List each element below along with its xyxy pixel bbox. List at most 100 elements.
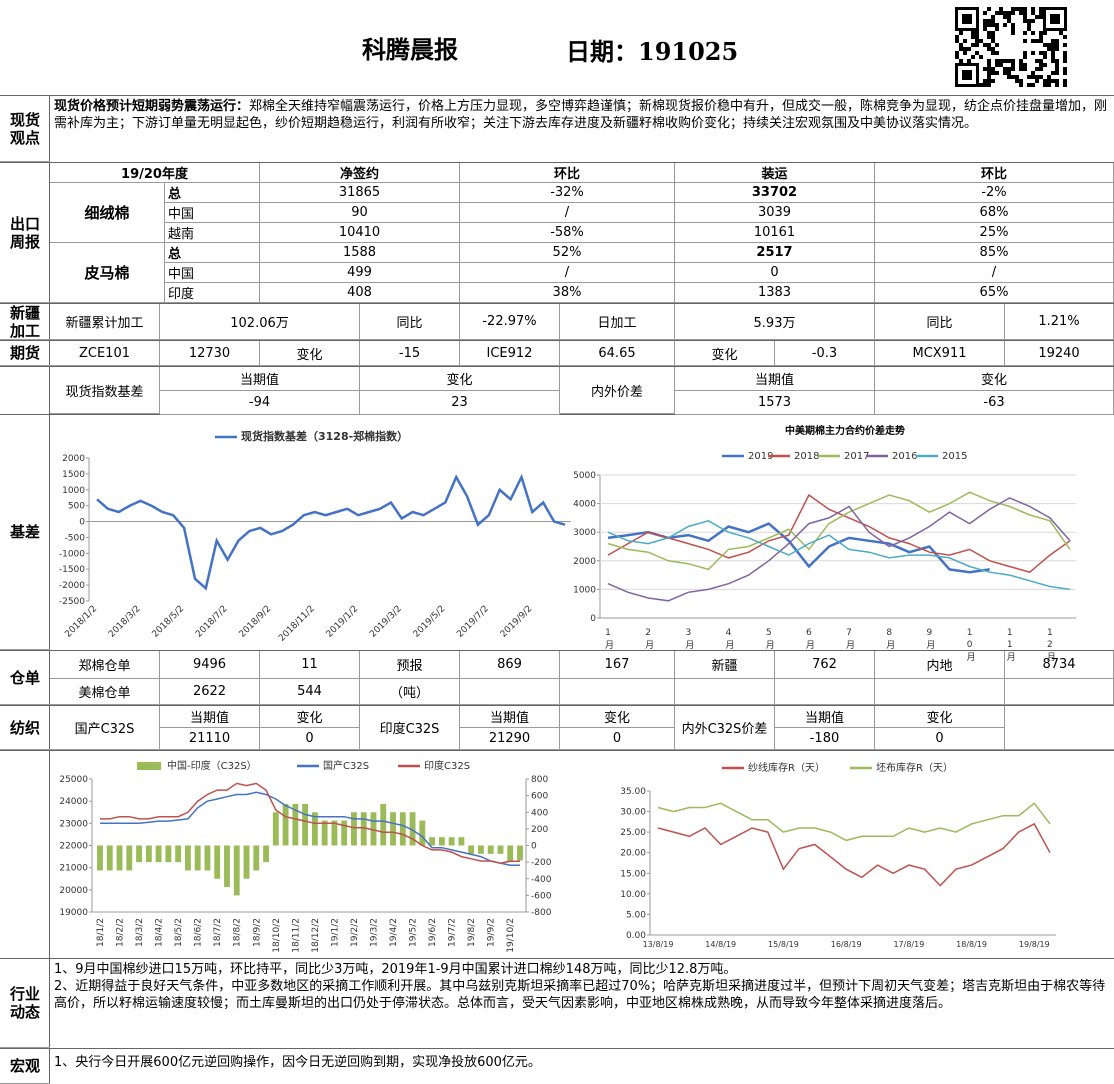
table-cell: 102.06万	[160, 304, 360, 340]
qr-module	[1059, 31, 1063, 35]
x-tick-label: 18/2/2	[116, 918, 126, 947]
section-rule	[0, 303, 1114, 304]
table-cell: 12730	[160, 341, 260, 366]
row-label: 总	[165, 243, 260, 263]
qr-module	[959, 31, 963, 35]
section-rule	[0, 705, 1114, 706]
table-cell: 0	[260, 728, 360, 750]
bar	[106, 845, 113, 871]
table-cell: 90	[260, 203, 460, 223]
row-label: 越南	[165, 223, 260, 243]
x-tick-label: 9月	[924, 628, 935, 651]
x-tick-label: 19/8/19	[1019, 940, 1050, 949]
qr-module	[975, 51, 979, 55]
table-cell: 1588	[260, 243, 460, 263]
qr-module	[971, 35, 975, 39]
qr-module	[975, 39, 979, 43]
qr-module	[1043, 31, 1047, 35]
x-tick-label: 2018/1/2	[63, 604, 99, 640]
section-rule	[0, 650, 1114, 651]
qr-module	[1035, 79, 1039, 83]
y-tick-label: -500	[65, 533, 86, 543]
qr-module	[991, 51, 995, 55]
qr-module	[1043, 63, 1047, 67]
y-tick-label: 4000	[573, 500, 596, 510]
x-tick-label: 2019/1/2	[325, 604, 361, 640]
x-tick-label: 11月	[1005, 628, 1016, 663]
qr-module	[1043, 79, 1047, 83]
bar	[331, 820, 338, 846]
qr-module	[1039, 67, 1043, 71]
bar	[204, 845, 211, 871]
qr-module	[995, 27, 999, 31]
section-label-text: 宏观	[9, 1057, 40, 1075]
x-tick-label: 18/7/2	[213, 918, 223, 947]
bar	[458, 837, 465, 846]
bar	[165, 845, 172, 863]
section-rule	[0, 1048, 1114, 1049]
qr-module	[999, 7, 1003, 11]
series-line	[657, 802, 1051, 842]
series-line	[100, 782, 520, 864]
bar	[155, 845, 162, 863]
qr-module	[1019, 79, 1023, 83]
qr-module	[983, 83, 987, 87]
x-tick-label: 18/3/2	[135, 918, 145, 947]
legend-label: 2016	[892, 451, 917, 462]
bar	[272, 812, 279, 846]
table-cell: 新疆累计加工	[50, 304, 160, 340]
x-tick-label: 19/9/2	[487, 918, 497, 947]
qr-module	[979, 83, 983, 87]
bar	[136, 845, 142, 863]
y-tick-label: 2000	[62, 454, 85, 464]
y-tick-label: 15.00	[620, 869, 646, 879]
qr-module	[1023, 7, 1027, 11]
chart-title: 中美期棉主力合约价差走势	[785, 424, 905, 437]
qr-module	[1011, 27, 1015, 31]
qr-module	[987, 35, 991, 39]
qr-module	[1055, 63, 1059, 67]
macro-news: 1、央行今日开展600亿元逆回购操作，因今日无逆回购到期，实现净投放600亿元。	[50, 1052, 1114, 1084]
table-cell: 变化	[675, 341, 775, 366]
y-tick-label: -1000	[59, 549, 85, 559]
bar	[497, 845, 504, 854]
news-item: 1、9月中国棉纱进口15万吨，环比持平，同比少3万吨，2019年1-9月中国累计…	[54, 962, 737, 977]
x-tick-label: 7月	[844, 628, 855, 651]
x-tick-label: 2019/5/2	[412, 604, 448, 640]
series-line	[607, 497, 1071, 602]
x-tick-label: 18/11/2	[291, 918, 301, 953]
qr-module	[987, 7, 991, 11]
table-cell: 预报	[360, 651, 460, 679]
qr-module	[983, 23, 987, 27]
qr-module	[1027, 23, 1031, 27]
x-tick-label: 2018/7/2	[194, 604, 230, 640]
table-cell: 当期值	[160, 706, 260, 728]
table-header: 装运	[675, 163, 875, 183]
y2-tick-label: 600	[531, 792, 548, 802]
table-cell: 408	[260, 283, 460, 303]
x-tick-label: 18/6/2	[194, 918, 204, 947]
qr-module	[1003, 67, 1007, 71]
qr-module	[983, 67, 987, 71]
qr-module	[1007, 71, 1011, 75]
series-line	[607, 493, 1071, 574]
x-tick-label: 8月	[884, 628, 895, 651]
qr-module	[1063, 43, 1067, 47]
qr-module	[987, 71, 991, 75]
qr-module	[1031, 75, 1035, 79]
section-label: 期货	[0, 341, 50, 366]
y2-tick-label: -200	[531, 858, 552, 868]
qr-module	[1039, 75, 1043, 79]
section-rule	[0, 162, 1114, 163]
table-cell: 当期值	[160, 367, 360, 391]
x-tick-label: 19/10/2	[506, 918, 516, 953]
table-cell: 现货指数基差	[50, 367, 160, 414]
qr-module	[995, 51, 999, 55]
legend-label: 印度C32S	[424, 759, 470, 772]
x-tick-label: 2019/3/2	[368, 604, 404, 640]
table-cell: 0	[675, 263, 875, 283]
table-cell: 变化	[360, 367, 560, 391]
x-tick-label: 19/3/2	[369, 918, 379, 947]
qr-module	[963, 47, 967, 51]
qr-module	[991, 15, 995, 19]
